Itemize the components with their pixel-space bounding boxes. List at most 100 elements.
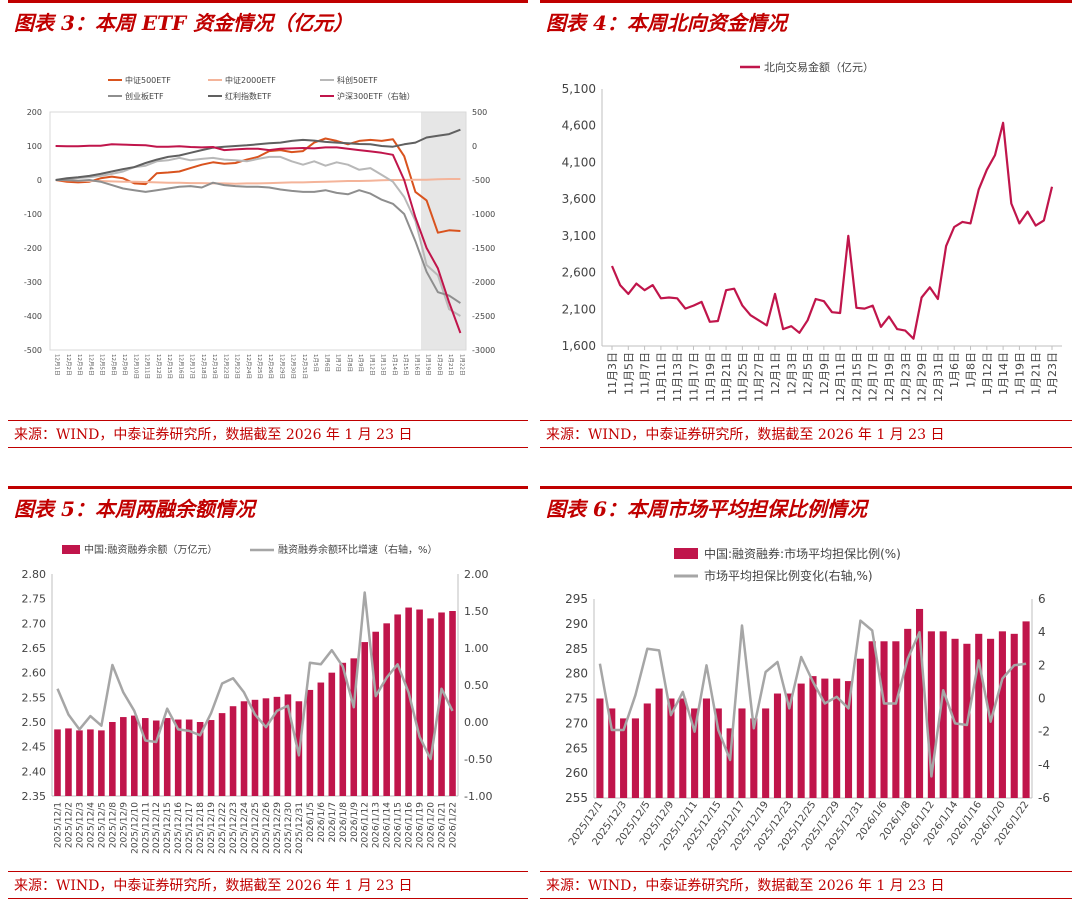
x-tick-label: 1月9日 [357, 354, 364, 372]
x-tick-label: 12月15日 [166, 354, 173, 379]
x-tick-label: 12月12日 [155, 354, 162, 379]
y2-tick-label: 500 [472, 108, 487, 117]
bar [915, 608, 924, 798]
y-tick-label: -400 [24, 312, 42, 321]
x-tick-label: 12月17日 [189, 354, 196, 379]
y-tick-label: 265 [565, 741, 588, 755]
x-tick-label: 12月29日 [278, 354, 285, 379]
bar [1022, 621, 1030, 798]
x-tick-label: 2025/12/15 [163, 802, 173, 854]
northbound-chart: 1,600 2,100 2,600 3,100 3,600 4,100 4,600 5,100… [562, 60, 1062, 402]
bar [833, 678, 841, 798]
x-tick-label: 2025/12/26 [262, 802, 272, 854]
y-tick-label: 275 [565, 692, 588, 706]
y2-tick-label: 4 [1038, 625, 1046, 639]
y2-tick-label: -0.50 [464, 753, 492, 766]
x-tick-label: 1月19日 [425, 354, 432, 376]
y-tick-label: 200 [27, 108, 42, 117]
source-note: 来源：WIND，中泰证券研究所，数据截至 2026 年 1 月 23 日 [546, 427, 945, 443]
x-tick-label: 1月7日 [335, 354, 342, 372]
y2-tick-label: 1.00 [464, 642, 489, 655]
bar [383, 623, 390, 796]
x-tick-label: 12月25日 [256, 354, 263, 379]
y-tick-label: 2.70 [22, 617, 47, 630]
x-tick-label: 1月8日 [965, 352, 978, 388]
x-tick-label: 1月21日 [447, 354, 454, 376]
y-tick-label: 5,100 [562, 82, 596, 96]
bar [350, 658, 358, 796]
x-tick-label: 1月12日 [981, 352, 994, 395]
legend-label: 科创50ETF [337, 75, 378, 85]
x-tick-label: 1月14日 [997, 352, 1010, 395]
panel-title: 图表 4：本周北向资金情况 [546, 11, 787, 35]
x-tick-label: 12月9日 [818, 352, 831, 395]
bar [1010, 633, 1018, 798]
bar [714, 708, 722, 798]
legend-swatch [674, 548, 698, 559]
bar [868, 641, 876, 798]
x-tick-label: 2026/1/13 [372, 802, 382, 848]
x-tick-label: 12月19日 [211, 354, 218, 379]
bar [229, 706, 237, 796]
y-tick-label: 3,600 [562, 192, 596, 206]
y2-tick-label: -3000 [472, 346, 495, 355]
y-tick-label: -100 [24, 210, 42, 219]
legend-label: 中证500ETF [125, 75, 171, 85]
panel-title-bar: 图表 5：本周两融余额情况 [8, 486, 528, 523]
x-tick-label: 1月5日 [312, 354, 319, 372]
bar [449, 611, 456, 796]
x-tick-label: 11月19日 [704, 352, 717, 402]
series-line [598, 619, 1027, 778]
panel-etf-flows: 图表 3：本周 ETF 资金情况（亿元） 200 100 0 -100 -200 -300… [8, 0, 528, 448]
x-tick-label: 2026/1/20 [427, 802, 437, 848]
x-tick-label: 12月11日 [144, 354, 151, 379]
bar [904, 628, 912, 798]
bar [141, 718, 149, 796]
bar [927, 631, 935, 798]
y-tick-label: 2,100 [562, 302, 596, 316]
y-tick-label: 0 [37, 176, 42, 185]
series-line [55, 128, 461, 181]
bar [98, 730, 105, 796]
x-tick-label: 1月19日 [1013, 352, 1026, 395]
bar [240, 701, 248, 796]
bar [785, 693, 793, 798]
bar [196, 722, 204, 796]
bar [797, 683, 805, 798]
y-tick-label: 1,600 [562, 339, 596, 353]
y2-tick-label: -2000 [472, 278, 495, 287]
panel-margin-balance: 图表 5：本周两融余额情况 2.80 2.75 2.70 2.65 2.60 2.55 2.… [8, 486, 528, 900]
x-tick-label: 12月2日 [65, 354, 72, 376]
bar [394, 614, 401, 796]
x-tick-label: 2025/12/24 [240, 802, 250, 854]
bar [880, 641, 888, 798]
bar [405, 607, 412, 796]
x-tick-label: 2025/12/9 [119, 802, 129, 848]
y-tick-label: 4,600 [562, 119, 596, 133]
x-tick-label: 2025/12/10 [130, 802, 140, 854]
bar [667, 698, 675, 798]
x-tick-label: 2025/12/17 [185, 802, 195, 854]
y2-tick-label: 2.00 [464, 568, 489, 581]
y-tick-label: 100 [27, 142, 42, 151]
x-tick-label: 12月22日 [222, 354, 229, 379]
x-tick-label: 12月24日 [245, 354, 252, 379]
x-tick-label: 2026/1/5 [306, 802, 316, 842]
bar [631, 718, 639, 798]
series-line [55, 137, 461, 234]
y-tick-label: 2.35 [22, 790, 47, 803]
source-note: 来源：WIND，中泰证券研究所，数据截至 2026 年 1 月 23 日 [546, 878, 945, 894]
series-line [55, 143, 462, 334]
x-tick-label: 11月25日 [736, 352, 749, 402]
y-tick-label: -300 [24, 278, 42, 287]
bar [284, 694, 292, 796]
x-tick-label: 2025/12/18 [196, 802, 206, 854]
source-note-bar: 来源：WIND，中泰证券研究所，数据截至 2026 年 1 月 23 日 [540, 420, 1072, 448]
x-tick-label: 2026/1/9 [350, 802, 360, 843]
y-tick-label: 255 [565, 791, 588, 805]
source-note-bar: 来源：WIND，中泰证券研究所，数据截至 2026 年 1 月 23 日 [8, 420, 528, 448]
x-tick-label: 2025/12/25 [251, 802, 261, 854]
y-tick-label: 2,600 [562, 266, 596, 280]
x-tick-label: 2025/12/22 [218, 802, 228, 854]
y2-tick-label: -6 [1038, 791, 1050, 805]
